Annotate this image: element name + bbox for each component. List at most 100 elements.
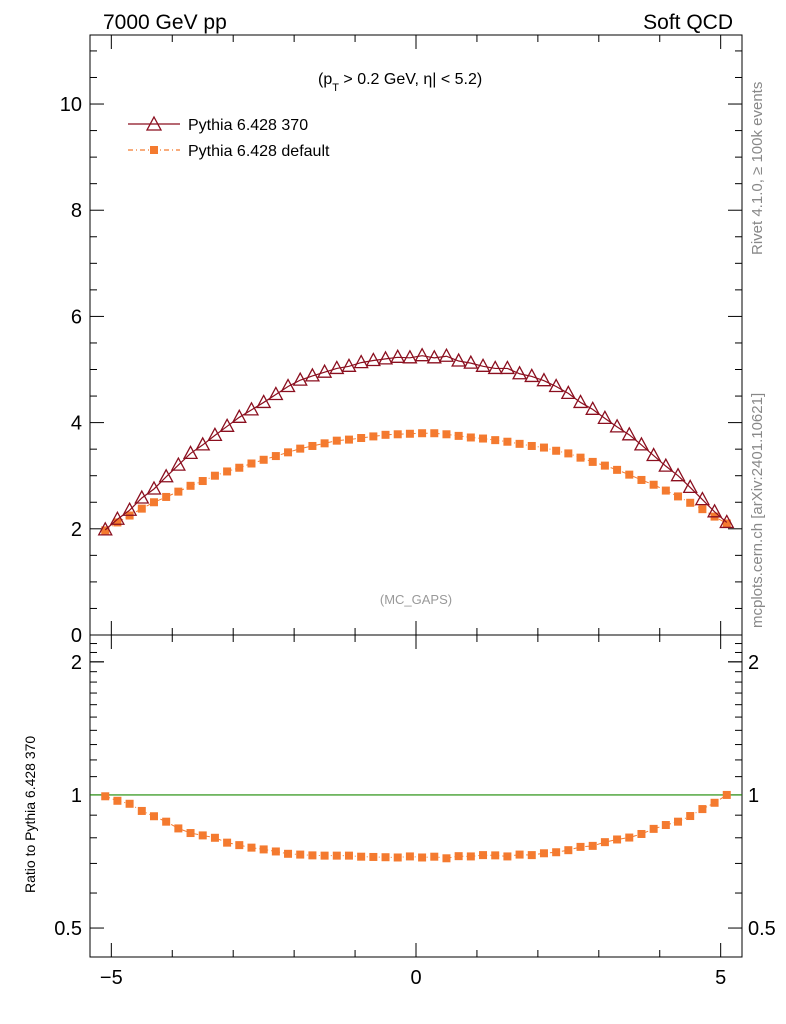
ratio-data-point	[503, 852, 512, 861]
data-point-pythia-370	[317, 363, 333, 378]
data-point-pythia-370	[548, 378, 564, 393]
data-point-pythia-default	[625, 470, 634, 479]
main-y-tick-label: 6	[71, 306, 82, 328]
main-y-tick-label: 0	[71, 625, 82, 647]
data-point-pythia-default	[430, 429, 439, 438]
ratio-data-point	[442, 854, 451, 863]
data-point-pythia-default	[393, 430, 402, 439]
legend-label-pythia-370: Pythia 6.428 370	[188, 117, 308, 134]
data-point-pythia-default	[649, 480, 658, 489]
data-point-pythia-370	[621, 426, 637, 441]
main-axis-ticks	[90, 35, 742, 636]
ratio-data-point	[332, 851, 341, 860]
ratio-data-point	[137, 806, 146, 815]
data-point-pythia-370	[633, 436, 650, 451]
ratio-data-point	[259, 845, 268, 854]
data-point-pythia-370	[341, 357, 357, 372]
data-point-pythia-default	[271, 452, 280, 461]
data-point-pythia-370	[207, 426, 223, 442]
data-point-pythia-370	[243, 401, 260, 416]
data-point-pythia-default	[418, 429, 427, 438]
data-point-pythia-370	[365, 352, 381, 367]
data-point-pythia-370	[231, 408, 247, 423]
ratio-data-point	[588, 841, 597, 850]
data-point-pythia-default	[296, 444, 305, 453]
data-point-pythia-default	[101, 526, 110, 535]
ratio-data-point	[405, 852, 414, 861]
ratio-data-point	[149, 812, 158, 821]
main-y-tick-label: 2	[71, 519, 82, 541]
ratio-data-point	[162, 817, 171, 826]
data-point-pythia-default	[235, 463, 244, 472]
data-point-pythia-default	[527, 441, 536, 450]
ratio-data-point	[527, 851, 536, 860]
legend-label-pythia-default: Pythia 6.428 default	[188, 143, 330, 160]
data-point-pythia-370	[609, 418, 625, 433]
data-point-pythia-370	[280, 378, 296, 393]
data-point-pythia-default	[247, 459, 256, 468]
data-point-pythia-default	[259, 455, 268, 464]
main-y-tick-label: 10	[60, 94, 82, 116]
ratio-data-point	[271, 847, 280, 856]
main-series-layer	[97, 347, 735, 536]
data-point-pythia-370	[256, 394, 272, 409]
ratio-y-tick-label-right: 2	[748, 652, 759, 674]
data-point-pythia-default	[174, 487, 183, 496]
ratio-y-tick-labels: 0.5 0.5 1 1 2 2	[54, 652, 776, 940]
ratio-data-point	[552, 848, 561, 857]
main-y-tick-label: 4	[71, 413, 82, 435]
ratio-plot-frame	[89, 634, 743, 958]
main-plot-title: (pT > 0.2 GeV, η| < 5.2)	[318, 71, 482, 94]
ratio-data-point	[722, 790, 731, 799]
mcplots-citation-label: mcplots.cern.ch [arXiv:2401.10621]	[749, 393, 766, 628]
ratio-data-point	[564, 846, 573, 855]
data-point-pythia-default	[284, 448, 293, 457]
data-point-pythia-default	[539, 443, 548, 452]
ratio-data-point	[369, 852, 378, 861]
ratio-data-point	[186, 829, 195, 838]
data-point-pythia-default	[442, 430, 451, 439]
data-point-pythia-default	[344, 435, 353, 444]
analysis-watermark: (MC_GAPS)	[380, 592, 452, 607]
ratio-data-point	[223, 838, 232, 847]
legend: Pythia 6.428 370 Pythia 6.428 default	[128, 115, 330, 160]
header-category-label: Soft QCD	[643, 11, 733, 34]
x-tick-label: 5	[715, 967, 726, 989]
data-point-pythia-default	[381, 430, 390, 439]
ratio-data-point	[430, 852, 439, 861]
ratio-data-point	[101, 792, 110, 801]
ratio-data-point	[174, 824, 183, 833]
data-point-pythia-default	[405, 429, 414, 438]
data-point-pythia-370	[219, 417, 235, 432]
ratio-y-tick-label-right: 0.5	[748, 918, 776, 940]
data-point-pythia-370	[304, 367, 321, 382]
data-point-pythia-370	[706, 503, 723, 518]
ratio-data-point	[674, 817, 683, 826]
data-point-pythia-default	[722, 519, 731, 528]
data-point-pythia-default	[198, 477, 207, 486]
data-point-pythia-default	[466, 433, 475, 442]
data-point-pythia-370	[451, 352, 467, 367]
data-point-pythia-default	[113, 518, 122, 527]
main-y-tick-labels: 0 2 4 6 8 10	[60, 94, 82, 647]
data-point-pythia-370	[353, 354, 369, 369]
data-point-pythia-default	[661, 486, 670, 495]
ratio-plot-panel: 0.5 0.5 1 1 2 2 −5 0 5 Ratio to Pythia 6.428 37…	[22, 634, 776, 989]
data-point-pythia-default	[698, 505, 707, 514]
ratio-data-point	[113, 796, 122, 805]
data-point-pythia-370	[134, 489, 150, 504]
data-point-pythia-370	[536, 372, 552, 387]
data-point-pythia-default	[308, 441, 317, 450]
data-point-pythia-370	[658, 457, 674, 472]
data-point-pythia-default	[137, 504, 146, 513]
data-point-pythia-370	[511, 365, 528, 380]
main-y-tick-label: 8	[71, 200, 82, 222]
data-point-pythia-370	[463, 354, 479, 369]
ratio-y-tick-label-left: 1	[71, 785, 82, 807]
data-point-pythia-370	[719, 514, 735, 529]
main-plot-panel: 0 2 4 6 8 10 (pT > 0.2 GeV, η| < 5.2) (MC_GAP…	[60, 34, 743, 647]
ratio-data-point	[454, 852, 463, 861]
ratio-data-point	[381, 853, 390, 862]
x-tick-labels: −5 0 5	[100, 967, 726, 989]
